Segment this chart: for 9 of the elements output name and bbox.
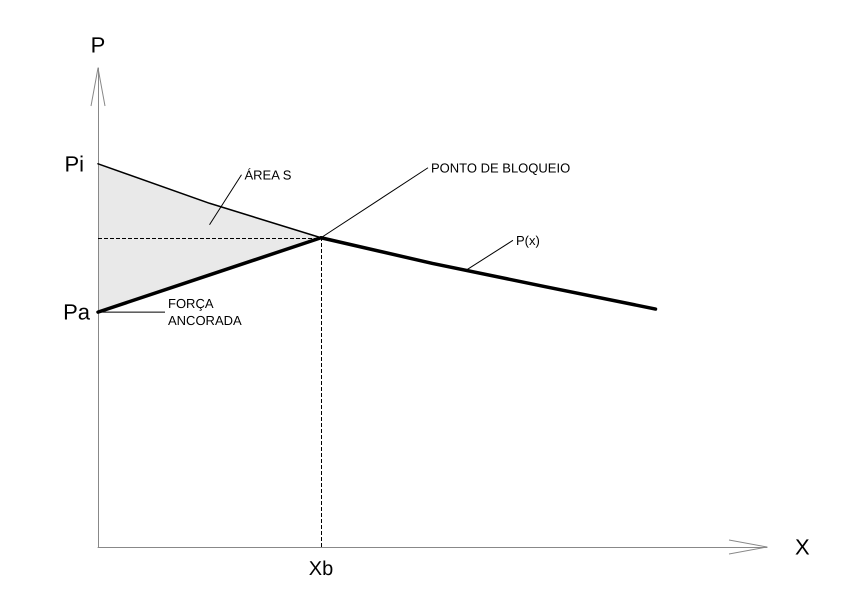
text: Pi <box>64 151 84 176</box>
annotation: P(x) <box>516 232 540 248</box>
annotation: PONTO DE BLOQUEIO <box>431 160 570 176</box>
annotation: FORÇA ANCORADA <box>168 296 242 328</box>
y-axis-title: P <box>90 32 106 58</box>
text: Pa <box>63 300 91 325</box>
annotation: ÁREA S <box>244 167 292 182</box>
text: Xb <box>308 558 334 580</box>
x-axis-title: X <box>795 534 810 560</box>
